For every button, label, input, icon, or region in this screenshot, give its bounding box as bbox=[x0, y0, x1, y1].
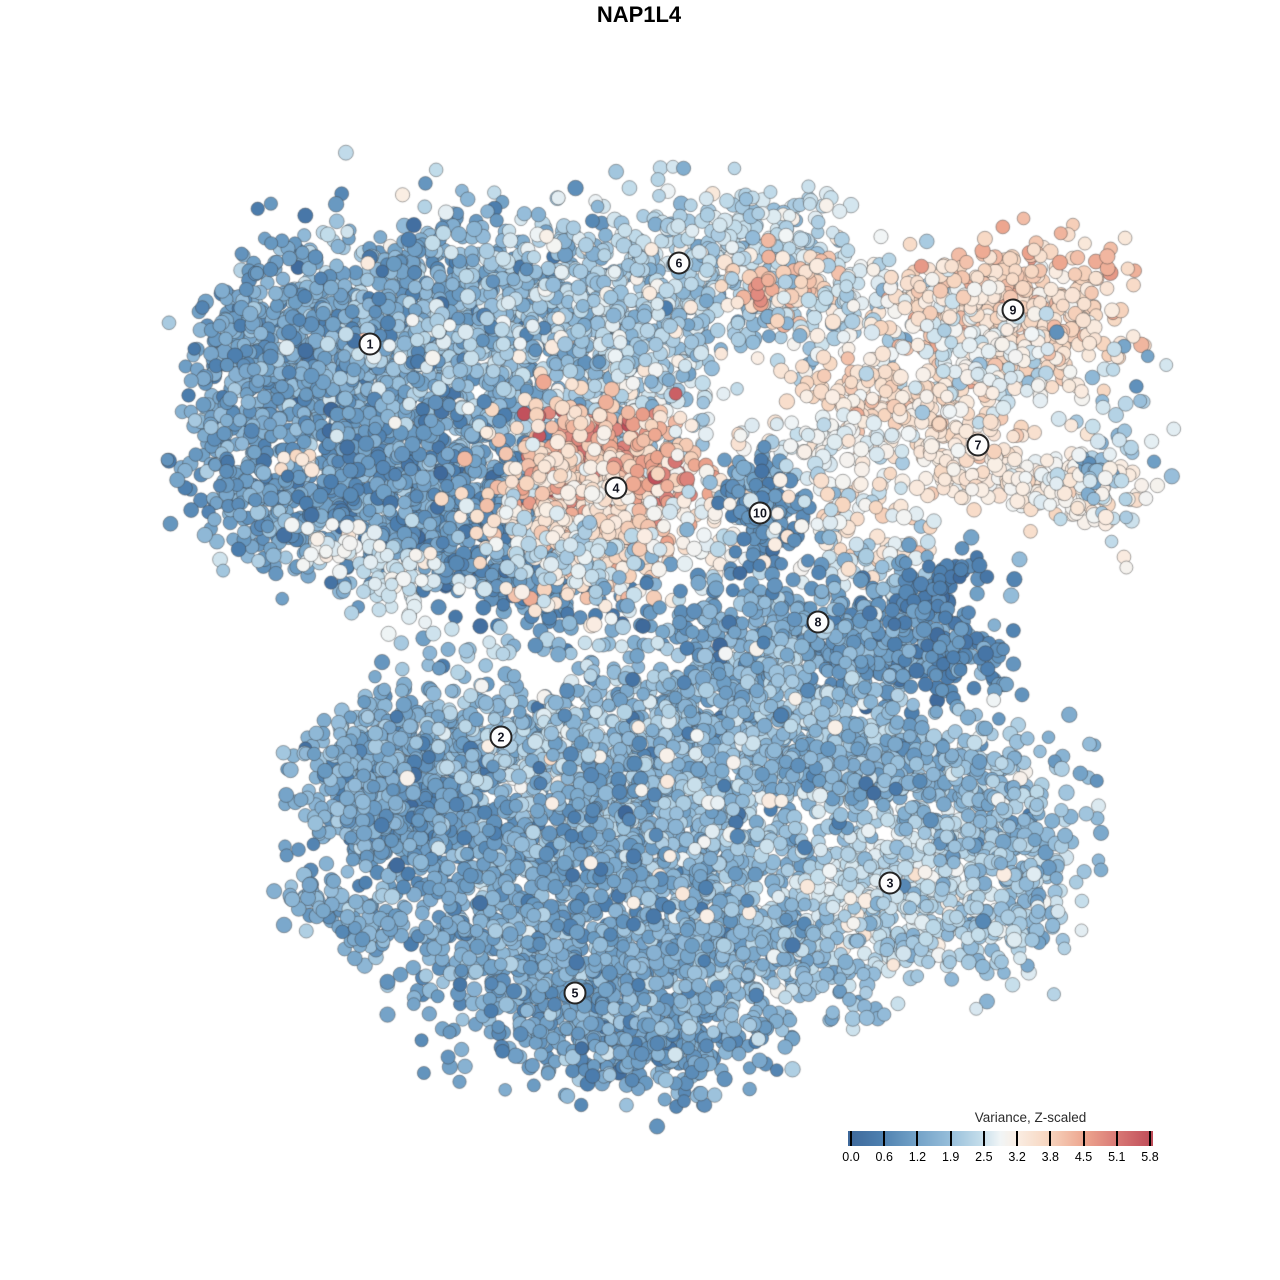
cluster-label-7: 7 bbox=[966, 433, 990, 457]
colorbar-tick bbox=[1115, 1131, 1118, 1146]
colorbar-tick bbox=[1049, 1131, 1052, 1146]
colorbar-tick-label: 4.5 bbox=[1074, 1150, 1093, 1164]
cluster-label-8: 8 bbox=[806, 610, 830, 634]
colorbar-tick-label: 3.8 bbox=[1041, 1150, 1060, 1164]
colorbar-tick bbox=[949, 1131, 952, 1146]
cluster-label-10: 10 bbox=[748, 501, 772, 525]
figure-title: NAP1L4 bbox=[596, 2, 682, 27]
cluster-label-2: 2 bbox=[489, 725, 513, 749]
colorbar-tick-label: 1.2 bbox=[908, 1150, 927, 1164]
colorbar-tick-label: 5.1 bbox=[1108, 1150, 1126, 1164]
legend-title: Variance, Z-scaled bbox=[974, 1110, 1087, 1125]
colorbar-tick-label: 3.2 bbox=[1008, 1150, 1026, 1164]
colorbar-tick bbox=[916, 1131, 919, 1146]
colorbar-tick bbox=[982, 1131, 985, 1146]
colorbar-tick bbox=[883, 1131, 886, 1146]
colorbar-tick-label: 0.0 bbox=[842, 1150, 860, 1164]
cluster-label-3: 3 bbox=[878, 871, 902, 895]
colorbar-tick bbox=[850, 1131, 852, 1146]
colorbar-tick-label: 5.8 bbox=[1141, 1150, 1159, 1164]
colorbar-tick-label: 1.9 bbox=[941, 1150, 960, 1164]
colorbar-tick bbox=[1082, 1131, 1085, 1146]
colorbar-tick bbox=[1149, 1131, 1151, 1146]
cluster-label-1: 1 bbox=[358, 332, 382, 356]
colorbar-tick bbox=[1016, 1131, 1019, 1146]
cluster-label-9: 9 bbox=[1001, 298, 1025, 322]
colorbar-legend: Variance, Z-scaled 0.0 0.6 1.2 1.9 2.5 3.2 3.8… bbox=[842, 1110, 1158, 1166]
cluster-label-6: 6 bbox=[667, 251, 691, 275]
colorbar-tick-label: 0.6 bbox=[875, 1150, 893, 1164]
cluster-label-4: 4 bbox=[604, 476, 628, 500]
cluster-label-5: 5 bbox=[563, 981, 587, 1005]
colorbar-tick-labels: 0.0 0.6 1.2 1.9 2.5 3.2 3.8 4.5 5.1 5.8 bbox=[842, 1150, 1158, 1166]
colorbar bbox=[848, 1131, 1153, 1146]
colorbar-tick-label: 2.5 bbox=[975, 1150, 993, 1164]
